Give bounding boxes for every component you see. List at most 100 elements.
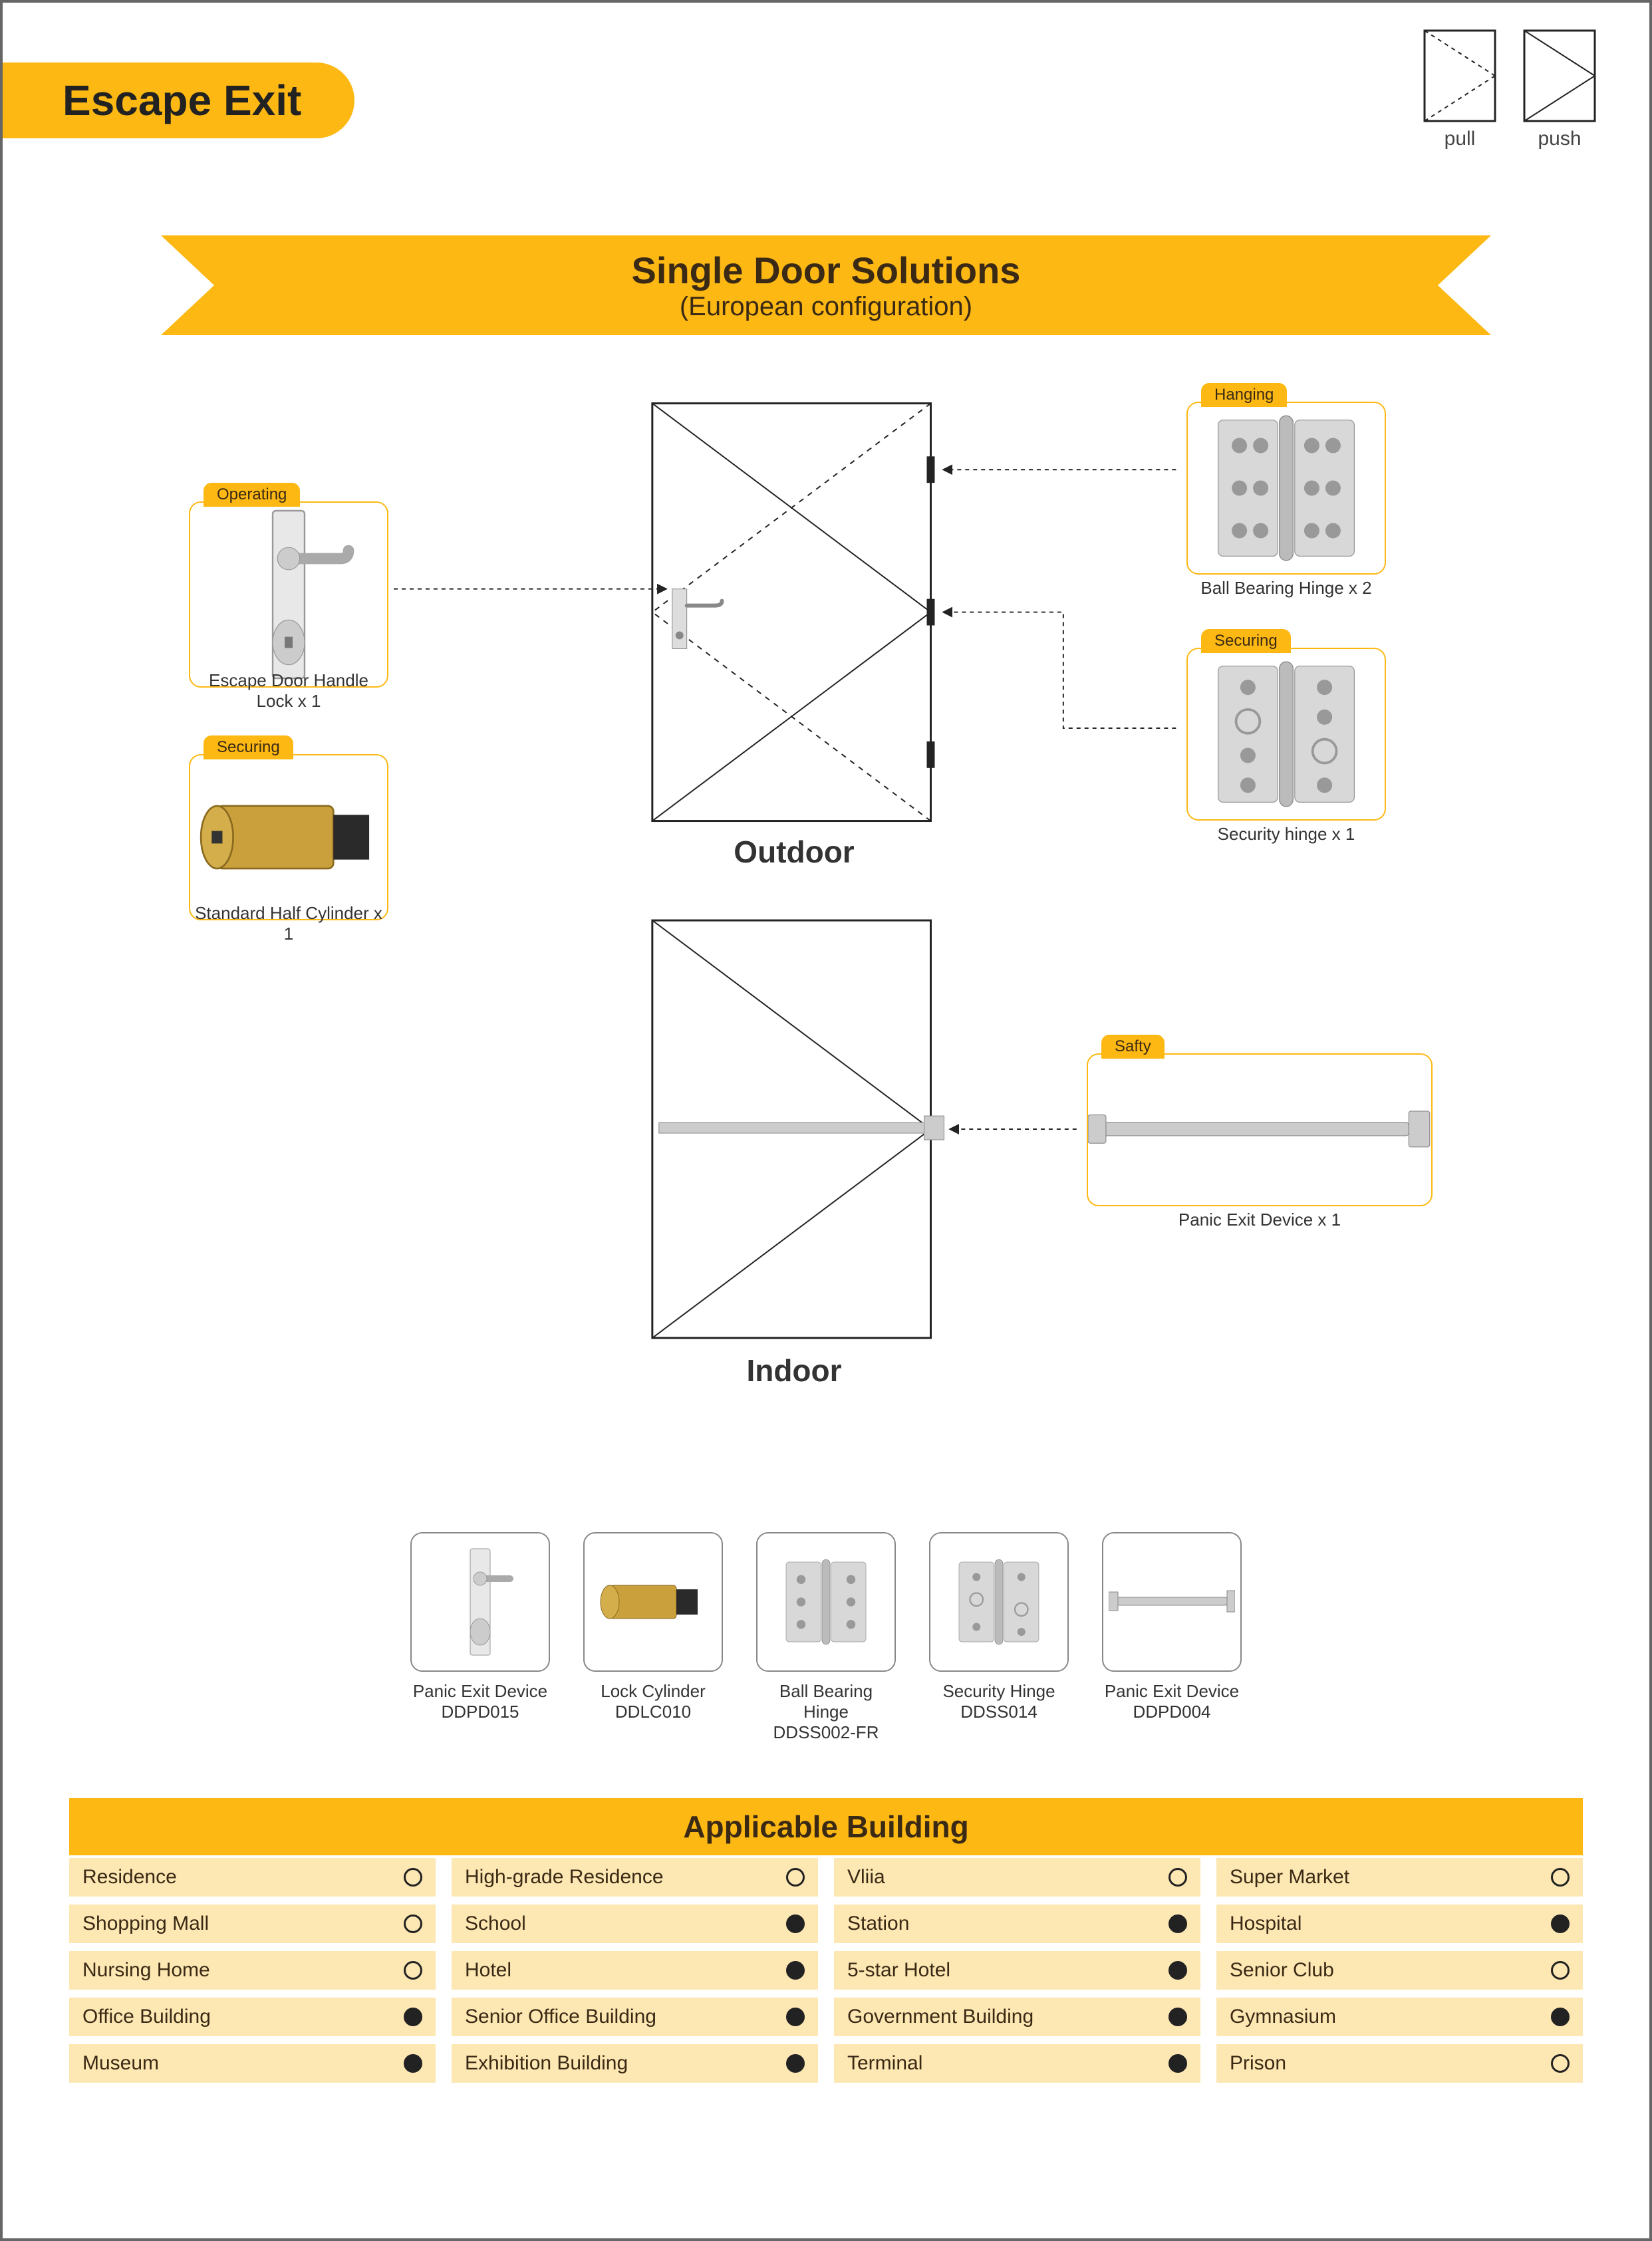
pull-icon: pull bbox=[1423, 29, 1496, 150]
applicable-label: Senior Office Building bbox=[465, 2006, 656, 2028]
applicable-header: Applicable Building bbox=[69, 1798, 1583, 1855]
thumbnail: Lock Cylinder DDLC010 bbox=[583, 1532, 723, 1743]
handle-lock-icon bbox=[190, 503, 387, 686]
applicable-item: Senior Club bbox=[1216, 1951, 1583, 1990]
page-title: Escape Exit bbox=[3, 63, 354, 138]
applicable-item: Terminal bbox=[834, 2044, 1200, 2083]
applicable-label: Hotel bbox=[465, 1959, 511, 1982]
callout-tag: Safty bbox=[1101, 1035, 1165, 1059]
applicable-item: Hotel bbox=[452, 1951, 818, 1990]
diagram-area: Outdoor Indoor Operating Escape Door Han… bbox=[3, 375, 1649, 1492]
applicable-item: Office Building bbox=[69, 1998, 436, 2036]
status-circle-icon bbox=[1551, 1914, 1570, 1933]
thumb-code: DDPD015 bbox=[410, 1702, 550, 1722]
ball-bearing-hinge-icon bbox=[1188, 403, 1385, 573]
applicable-item: School bbox=[452, 1905, 818, 1943]
applicable-item: Government Building bbox=[834, 1998, 1200, 2036]
thumb-code: DDSS002-FR bbox=[756, 1722, 896, 1743]
callout-tag: Operating bbox=[204, 483, 300, 507]
status-circle-icon bbox=[786, 1961, 805, 1980]
panic-bar-icon bbox=[1088, 1055, 1431, 1205]
applicable-item: Super Market bbox=[1216, 1858, 1583, 1897]
panic-bar-icon bbox=[1109, 1585, 1235, 1619]
applicable-item: Senior Office Building bbox=[452, 1998, 818, 2036]
status-circle-icon bbox=[1169, 2054, 1187, 2073]
applicable-item: Museum bbox=[69, 2044, 436, 2083]
applicable-label: Office Building bbox=[82, 2006, 211, 2028]
callout-caption: Security hinge x 1 bbox=[1188, 824, 1385, 845]
thumb-code: DDSS014 bbox=[929, 1702, 1069, 1722]
callout-caption: Standard Half Cylinder x 1 bbox=[190, 903, 387, 944]
applicable-item: Shopping Mall bbox=[69, 1905, 436, 1943]
status-circle-icon bbox=[404, 2008, 422, 2026]
applicable-item: Station bbox=[834, 1905, 1200, 1943]
applicable-item: High-grade Residence bbox=[452, 1858, 818, 1897]
thumbnail: Panic Exit Device DDPD015 bbox=[410, 1532, 550, 1743]
page: Escape Exit pull push Singl bbox=[0, 0, 1652, 2241]
applicable-label: Exhibition Building bbox=[465, 2052, 628, 2075]
ribbon-title: Single Door Solutions bbox=[632, 249, 1021, 292]
status-circle-icon bbox=[786, 1914, 805, 1933]
applicable-item: Nursing Home bbox=[69, 1951, 436, 1990]
callout-tag: Hanging bbox=[1201, 383, 1287, 407]
callout-caption: Panic Exit Device x 1 bbox=[1088, 1210, 1431, 1230]
applicable-label: Gymnasium bbox=[1230, 2006, 1336, 2028]
applicable-label: Museum bbox=[82, 2052, 159, 2075]
status-circle-icon bbox=[1551, 1961, 1570, 1980]
applicable-item: Gymnasium bbox=[1216, 1998, 1583, 2036]
push-icon: push bbox=[1523, 29, 1596, 150]
applicable-item: 5-star Hotel bbox=[834, 1951, 1200, 1990]
applicable-label: Vliia bbox=[847, 1866, 885, 1889]
status-circle-icon bbox=[404, 1868, 422, 1887]
ribbon-subtitle: (European configuration) bbox=[632, 292, 1021, 322]
applicable-item: Hospital bbox=[1216, 1905, 1583, 1943]
callout-hanging: Hanging Ball Bearing Hinge x 2 bbox=[1186, 402, 1386, 575]
status-circle-icon bbox=[404, 2054, 422, 2073]
status-circle-icon bbox=[1169, 2008, 1187, 2026]
ball-bearing-hinge-icon bbox=[776, 1552, 876, 1652]
callout-securing-cylinder: Securing Standard Half Cylinder x 1 bbox=[189, 754, 388, 920]
status-circle-icon bbox=[404, 1961, 422, 1980]
thumb-name: Panic Exit Device bbox=[410, 1681, 550, 1702]
callout-caption: Ball Bearing Hinge x 2 bbox=[1188, 578, 1385, 598]
applicable-item: Residence bbox=[69, 1858, 436, 1897]
applicable-label: Super Market bbox=[1230, 1866, 1349, 1889]
applicable-label: Terminal bbox=[847, 2052, 922, 2075]
applicable-label: Nursing Home bbox=[82, 1959, 210, 1982]
handle-icon bbox=[447, 1545, 513, 1658]
status-circle-icon bbox=[1551, 2008, 1570, 2026]
applicable-label: Government Building bbox=[847, 2006, 1033, 2028]
applicable-label: Hospital bbox=[1230, 1912, 1302, 1935]
status-circle-icon bbox=[1551, 1868, 1570, 1887]
section-ribbon: Single Door Solutions (European configur… bbox=[161, 235, 1491, 335]
applicable-grid: Residence High-grade Residence Vliia Super … bbox=[69, 1858, 1583, 2083]
thumb-code: DDPD004 bbox=[1102, 1702, 1242, 1722]
applicable-item: Exhibition Building bbox=[452, 2044, 818, 2083]
applicable-label: Senior Club bbox=[1230, 1959, 1334, 1982]
applicable-label: High-grade Residence bbox=[465, 1866, 664, 1889]
applicable-label: Residence bbox=[82, 1866, 177, 1889]
indoor-door-diagram bbox=[652, 920, 944, 1338]
cylinder-icon bbox=[190, 755, 387, 919]
applicable-label: School bbox=[465, 1912, 526, 1935]
applicable-label: Prison bbox=[1230, 2052, 1286, 2075]
callout-safety: Safty Panic Exit Device x 1 bbox=[1087, 1053, 1433, 1206]
applicable-label: Station bbox=[847, 1912, 909, 1935]
status-circle-icon bbox=[1169, 1868, 1187, 1887]
callout-tag: Securing bbox=[204, 735, 293, 759]
pull-label: pull bbox=[1423, 128, 1496, 150]
callout-caption: Escape Door Handle Lock x 1 bbox=[190, 670, 387, 712]
direction-icons: pull push bbox=[1423, 29, 1596, 150]
applicable-item: Vliia bbox=[834, 1858, 1200, 1897]
status-circle-icon bbox=[1169, 1961, 1187, 1980]
status-circle-icon bbox=[786, 1868, 805, 1887]
callout-operating: Operating Escape Door Handle Lock x 1 bbox=[189, 501, 388, 688]
thumbnail: Panic Exit Device DDPD004 bbox=[1102, 1532, 1242, 1743]
thumb-code: DDLC010 bbox=[583, 1702, 723, 1722]
outdoor-door-diagram bbox=[652, 404, 935, 821]
security-hinge-icon bbox=[949, 1552, 1049, 1652]
applicable-label: Shopping Mall bbox=[82, 1912, 209, 1935]
thumb-name: Panic Exit Device bbox=[1102, 1681, 1242, 1702]
thumbnails-row: Panic Exit Device DDPD015 Lock Cylinder … bbox=[3, 1532, 1649, 1743]
thumbnail: Security Hinge DDSS014 bbox=[929, 1532, 1069, 1743]
